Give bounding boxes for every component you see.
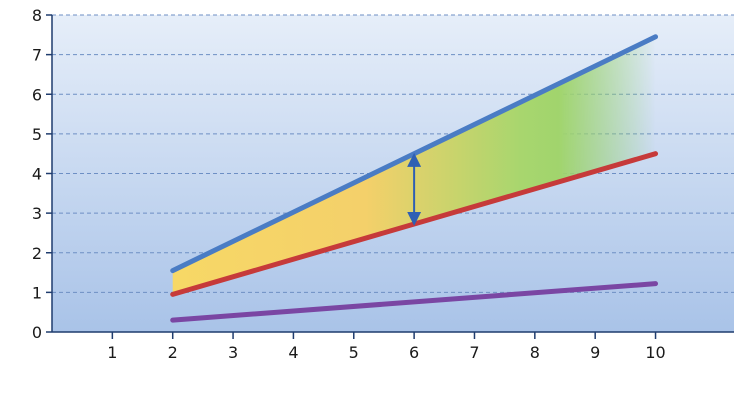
x-tick-label-8: 8 — [530, 343, 540, 362]
y-tick-label-7: 7 — [32, 46, 42, 65]
x-tick-label-10: 10 — [645, 343, 665, 362]
y-tick-label-0: 0 — [32, 323, 42, 342]
y-tick-label-1: 1 — [32, 283, 42, 302]
axes — [46, 14, 734, 339]
y-tick-label-4: 4 — [32, 165, 42, 184]
x-tick-label-9: 9 — [590, 343, 600, 362]
y-tick-labels: 0 1 2 3 4 5 6 7 8 — [32, 6, 42, 342]
x-tick-label-6: 6 — [409, 343, 419, 362]
x-tick-labels: 1 2 3 4 5 6 7 8 9 10 — [107, 343, 665, 362]
x-tick-label-3: 3 — [228, 343, 238, 362]
y-tick-label-5: 5 — [32, 125, 42, 144]
x-tick-label-5: 5 — [349, 343, 359, 362]
x-tick-label-1: 1 — [107, 343, 117, 362]
series-line-3 — [170, 281, 659, 323]
y-tick-label-6: 6 — [32, 85, 42, 104]
x-tick-label-7: 7 — [469, 343, 479, 362]
y-tick-label-8: 8 — [32, 6, 42, 25]
x-tick-label-2: 2 — [168, 343, 178, 362]
x-tick-label-4: 4 — [288, 343, 298, 362]
y-tick-label-3: 3 — [32, 204, 42, 223]
y-tick-label-2: 2 — [32, 244, 42, 263]
